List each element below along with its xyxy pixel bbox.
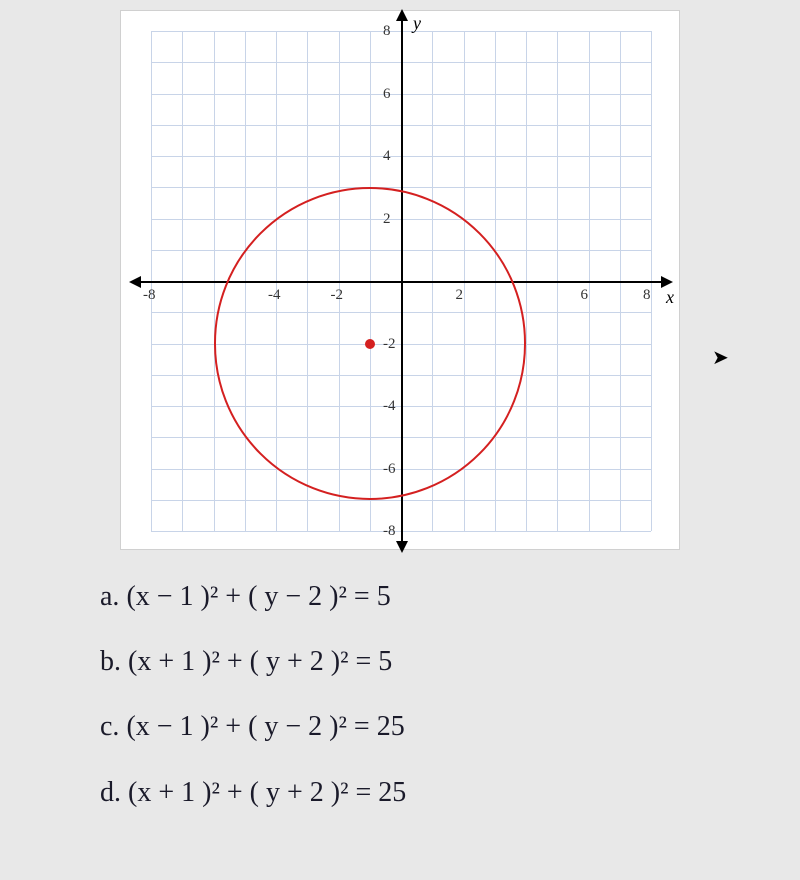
answer-a-label: a. xyxy=(100,581,119,612)
grid: yx-8-4-22688642-2-4-6-8 xyxy=(151,31,651,531)
answer-b-eq: (x + 1 )² + ( y + 2 )² = 5 xyxy=(128,646,392,677)
answer-d-label: d. xyxy=(100,777,121,808)
answer-a: a. (x − 1 )² + ( y − 2 )² = 5 xyxy=(100,570,406,623)
answer-c-eq: (x − 1 )² + ( y − 2 )² = 25 xyxy=(126,711,404,742)
cursor-icon: ➤ xyxy=(712,345,729,370)
answer-d: d. (x + 1 )² + ( y + 2 )² = 25 xyxy=(100,766,406,819)
answer-choices: a. (x − 1 )² + ( y − 2 )² = 5 b. (x + 1 … xyxy=(100,570,406,831)
answer-b: b. (x + 1 )² + ( y + 2 )² = 5 xyxy=(100,635,406,688)
answer-a-eq: (x − 1 )² + ( y − 2 )² = 5 xyxy=(126,581,390,612)
coordinate-graph: yx-8-4-22688642-2-4-6-8 xyxy=(120,10,680,550)
answer-c-label: c. xyxy=(100,711,119,742)
answer-d-eq: (x + 1 )² + ( y + 2 )² = 25 xyxy=(128,777,406,808)
answer-c: c. (x − 1 )² + ( y − 2 )² = 25 xyxy=(100,700,406,753)
answer-b-label: b. xyxy=(100,646,121,677)
